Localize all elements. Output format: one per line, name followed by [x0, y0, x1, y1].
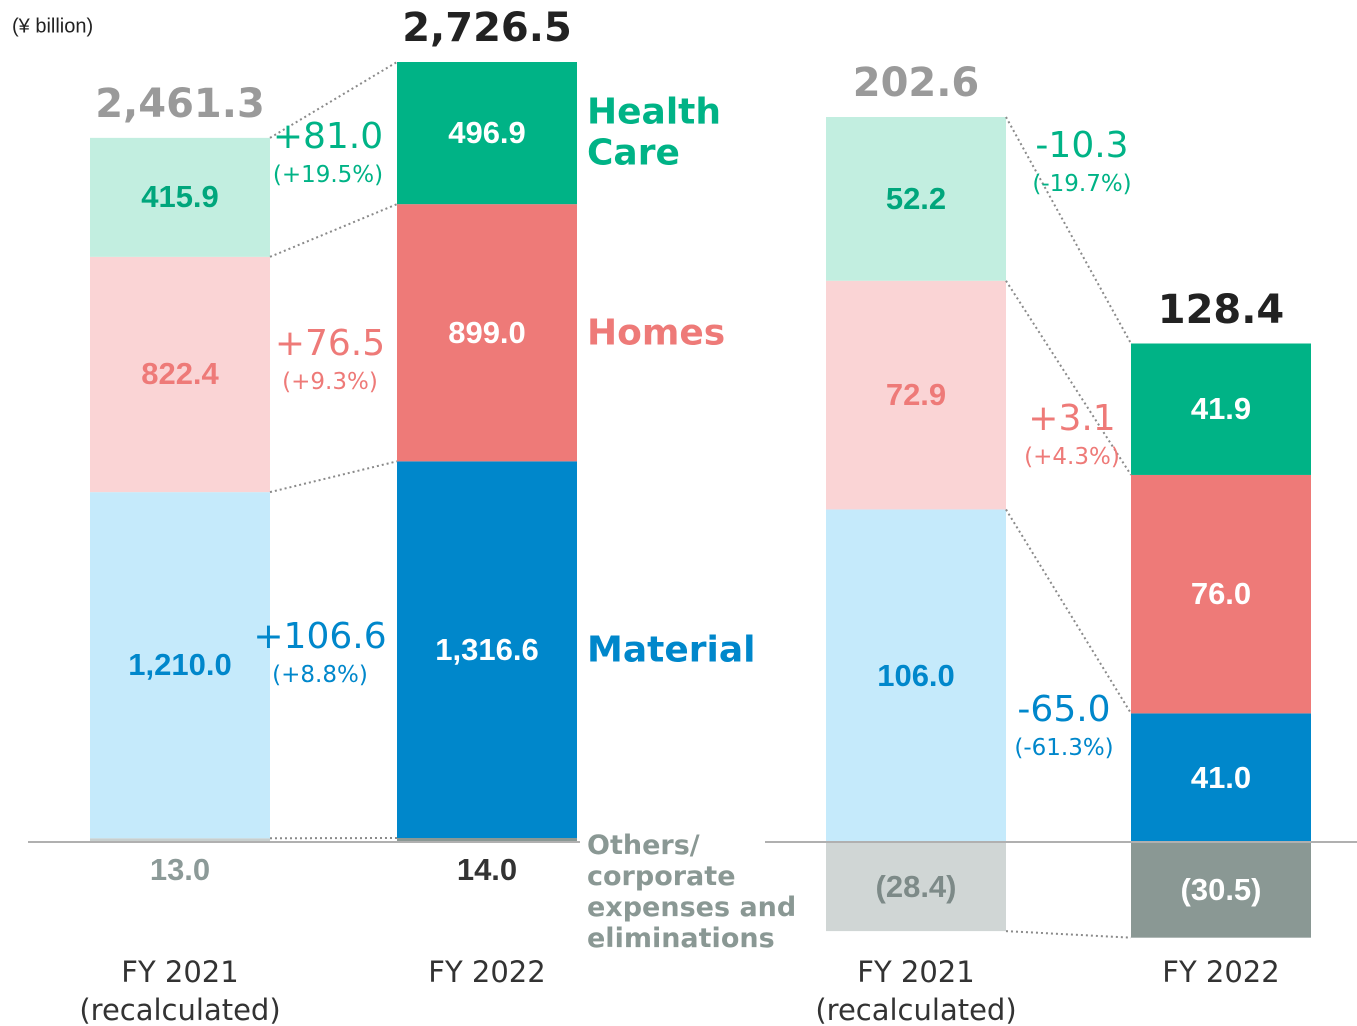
category-label: FY 2022: [1162, 955, 1280, 989]
value-label: 1,316.6: [435, 631, 539, 667]
bar-segment: [826, 280, 1006, 510]
bar-segment: [90, 492, 270, 839]
value-label: 1,210.0: [128, 647, 232, 683]
bar-segment: [397, 837, 577, 842]
change-label: +3.1: [1028, 398, 1116, 439]
value-label: 899.0: [448, 314, 526, 350]
connector: [1005, 930, 1132, 939]
value-label: 822.4: [141, 356, 219, 392]
change-label: +81.0: [272, 116, 384, 157]
bar-segment: [397, 461, 577, 838]
value-label: 72.9: [885, 377, 947, 413]
bar-segment: [397, 62, 577, 205]
total-label: 128.4: [1157, 286, 1285, 333]
bar-segment: [826, 509, 1006, 842]
value-label: 415.9: [141, 179, 219, 215]
legend-label: Health Care: [587, 91, 722, 175]
legend-label: Others/ corporate expenses and eliminati…: [587, 829, 797, 955]
change-label: -10.3: [1035, 125, 1129, 166]
legend-label: Homes: [587, 312, 726, 354]
bar-segment: [826, 117, 1006, 281]
value-label: 41.0: [1190, 759, 1252, 795]
connector: [1005, 508, 1132, 714]
category-label: FY 2021 (recalculated): [79, 955, 281, 1026]
bar-segment: [90, 838, 270, 842]
connector: [1005, 116, 1132, 344]
change-label: +106.6: [253, 616, 387, 657]
value-label: 14.0: [456, 852, 518, 887]
legend-label: Material: [587, 628, 756, 670]
category-label: FY 2021 (recalculated): [815, 955, 1017, 1026]
change-pct-label: (+19.5%): [272, 162, 384, 188]
bar-segment: [826, 842, 1006, 932]
value-label: (28.4): [875, 868, 957, 904]
bar-segment: [90, 256, 270, 493]
value-label: (30.5): [1180, 871, 1262, 907]
total-label: 2,726.5: [402, 5, 572, 51]
change-pct-label: (+4.3%): [1024, 444, 1120, 470]
value-label: 496.9: [448, 115, 526, 151]
bar-segment: [90, 137, 270, 257]
value-label: 106.0: [877, 657, 955, 693]
bar-segment: [1131, 713, 1311, 842]
bar-segment: [1131, 343, 1311, 475]
change-pct-label: (-61.3%): [1014, 735, 1114, 761]
connector: [269, 203, 398, 258]
value-label: 76.0: [1190, 576, 1252, 612]
bar-segment: [1131, 474, 1311, 714]
bar-segment: [397, 204, 577, 462]
unit-label: (¥ billion): [12, 15, 94, 38]
change-label: +76.5: [274, 323, 386, 364]
connector: [269, 460, 398, 494]
value-label: 41.9: [1190, 391, 1252, 427]
bar-segment: [1131, 842, 1311, 938]
total-label: 2,461.3: [95, 80, 265, 127]
connector: [1005, 280, 1132, 476]
value-label: 13.0: [149, 852, 211, 887]
change-label: -65.0: [1017, 689, 1111, 730]
category-label: FY 2022: [428, 955, 546, 989]
change-pct-label: (+9.3%): [282, 369, 378, 395]
total-label: 202.6: [852, 60, 980, 106]
change-pct-label: (+8.8%): [272, 662, 368, 688]
value-label: 52.2: [885, 180, 947, 216]
change-pct-label: (-19.7%): [1032, 171, 1132, 197]
